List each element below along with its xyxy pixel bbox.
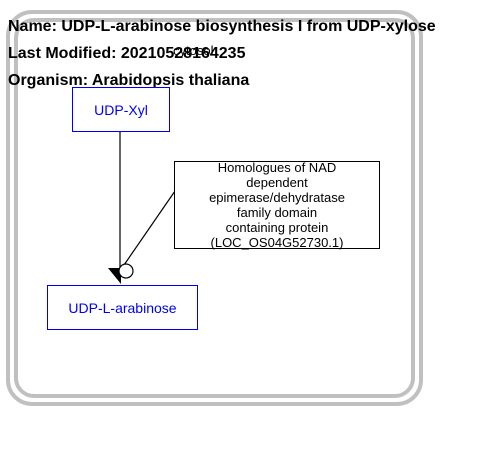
enzyme-node[interactable]: Homologues of NAD dependent epimerase/de… <box>174 161 380 249</box>
metabolite-node-udp-xyl[interactable]: UDP-Xyl <box>72 87 170 132</box>
catalysis-edge <box>124 191 175 265</box>
metabolite-node-udp-l-arabinose[interactable]: UDP-L-arabinose <box>47 285 198 330</box>
catalysis-marker <box>119 264 133 278</box>
enzyme-label-line: (LOC_OS04G52730.1) <box>211 235 344 250</box>
enzyme-label-line: dependent <box>246 175 307 190</box>
metabolite-label: UDP-Xyl <box>94 102 148 118</box>
pathway-name: Name: UDP-L-arabinose biosynthesis I fro… <box>8 18 436 36</box>
last-modified: Last Modified: 20210528164235 <box>8 45 245 63</box>
metabolite-label: UDP-L-arabinose <box>68 300 176 316</box>
enzyme-label-line: epimerase/dehydratase <box>209 190 345 205</box>
enzyme-label-line: family domain <box>237 205 317 220</box>
enzyme-label-line: containing protein <box>226 220 329 235</box>
enzyme-label-line: Homologues of NAD <box>218 160 337 175</box>
